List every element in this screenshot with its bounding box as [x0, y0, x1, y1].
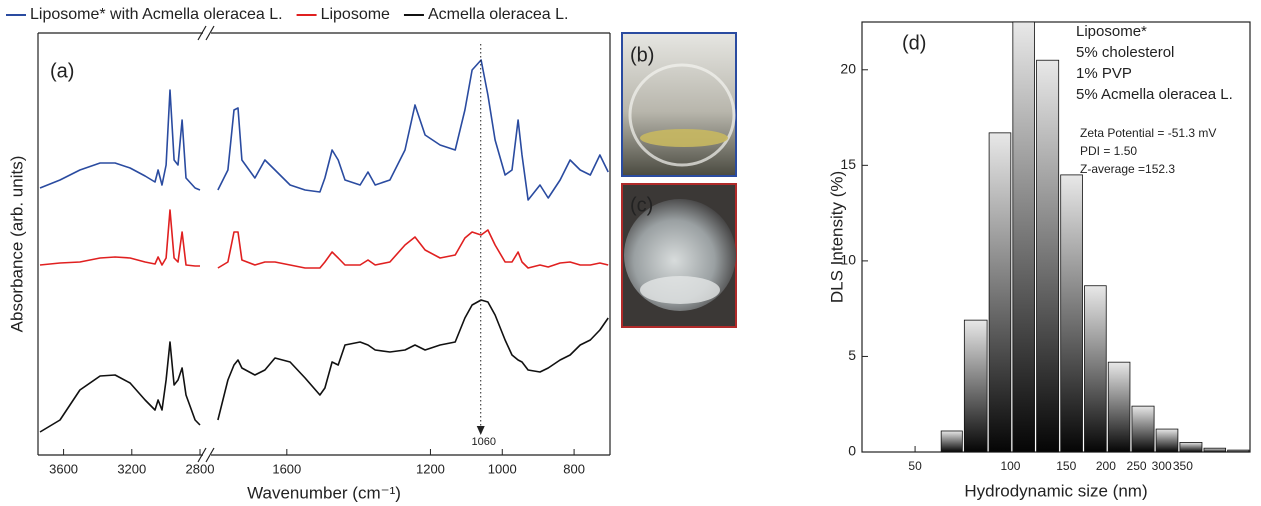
bar: [1131, 405, 1155, 453]
annotation: 1% PVP: [1076, 65, 1132, 82]
photo-label: (c): [630, 194, 653, 216]
annotation: 5% cholesterol: [1076, 44, 1174, 61]
x-tick-label: 3200: [117, 461, 146, 476]
legend-label: Liposome* with Acmella oleracea L.: [30, 6, 283, 23]
x-tick-label: 100: [1000, 459, 1020, 473]
bar: [1060, 174, 1083, 453]
bar: [1084, 285, 1107, 453]
photo-b: [621, 32, 737, 177]
panel-label: (a): [50, 60, 74, 82]
annotation: 5% Acmella oleracea L.: [1076, 86, 1233, 103]
x-tick-label: 1600: [272, 461, 301, 476]
annotation: Z-average =152.3: [1080, 162, 1175, 176]
axis-frame-a: [37, 25, 611, 463]
bar: [1203, 447, 1227, 453]
x-tick-label: 150: [1056, 459, 1076, 473]
bar: [1227, 449, 1250, 453]
legend-label: Acmella oleracea L.: [428, 6, 569, 23]
bar: [1155, 428, 1179, 453]
photo-label: (b): [630, 44, 654, 66]
bar: [1107, 361, 1131, 453]
annotation: Zeta Potential = -51.3 mV: [1080, 126, 1216, 140]
bar: [1179, 442, 1203, 453]
y-tick-label: 20: [840, 60, 856, 76]
spectrum-line: [217, 299, 609, 421]
bar: [940, 430, 963, 453]
x-tick-label: 3600: [49, 461, 78, 476]
bar: [1036, 59, 1060, 453]
x-tick-label: 200: [1096, 459, 1116, 473]
annotation: Liposome*: [1076, 23, 1147, 40]
y-tick-label: 15: [840, 156, 856, 172]
panel-label: (d): [902, 32, 926, 54]
x-axis-title: Wavenumber (cm⁻¹): [247, 483, 401, 502]
photo-c: [621, 183, 737, 328]
y-axis-title: Absorbance (arb. units): [7, 156, 26, 333]
x-tick-label: 300: [1152, 459, 1172, 473]
legend-label: Liposome: [321, 6, 390, 23]
bar: [963, 319, 988, 453]
y-axis-title: DLS Intensity (%): [827, 171, 846, 303]
reference-label: 1060: [471, 436, 495, 448]
spectrum-line: [39, 341, 201, 433]
y-tick-label: 5: [848, 347, 856, 363]
y-tick-label: 10: [840, 252, 856, 268]
spectrum-line: [39, 209, 200, 267]
reference-arrow: [476, 426, 485, 435]
y-tick-label: 0: [848, 443, 856, 459]
bar: [1012, 21, 1035, 453]
x-tick-label: 250: [1127, 459, 1147, 473]
bar: [988, 132, 1012, 453]
x-tick-label: 50: [908, 459, 922, 473]
x-tick-label: 1000: [488, 461, 517, 476]
x-tick-label: 350: [1173, 459, 1193, 473]
annotation: PDI = 1.50: [1080, 144, 1137, 158]
x-tick-label: 2800: [186, 461, 215, 476]
spectrum-line: [217, 59, 609, 201]
spectrum-line: [217, 229, 609, 269]
x-tick-label: 800: [563, 461, 585, 476]
x-tick-label: 1200: [416, 461, 445, 476]
spectrum-line: [39, 89, 201, 191]
x-axis-title: Hydrodynamic size (nm): [964, 481, 1147, 500]
